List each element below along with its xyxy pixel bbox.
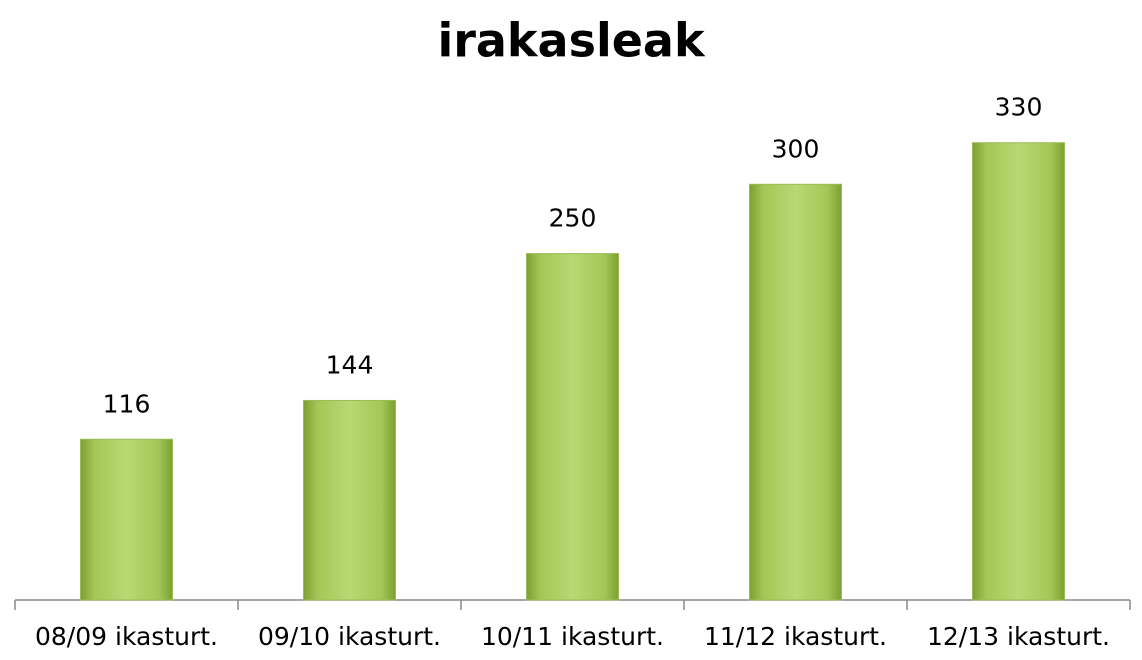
bar <box>303 399 396 601</box>
data-label: 116 <box>103 389 151 418</box>
bar <box>972 142 1065 601</box>
data-label: 250 <box>549 204 597 233</box>
data-label: 300 <box>772 134 820 163</box>
bar <box>749 183 842 601</box>
bar <box>80 438 173 601</box>
x-tick-label: 08/09 ikasturt. <box>35 622 218 651</box>
data-label: 330 <box>995 93 1043 122</box>
bar <box>526 253 619 601</box>
x-tick-label: 12/13 ikasturt. <box>927 622 1110 651</box>
x-tick-label: 11/12 ikasturt. <box>704 622 887 651</box>
x-tick-label: 10/11 ikasturt. <box>481 622 664 651</box>
data-label: 144 <box>326 350 374 379</box>
chart-title: irakasleak <box>437 14 706 68</box>
x-tick-label: 09/10 ikasturt. <box>258 622 441 651</box>
